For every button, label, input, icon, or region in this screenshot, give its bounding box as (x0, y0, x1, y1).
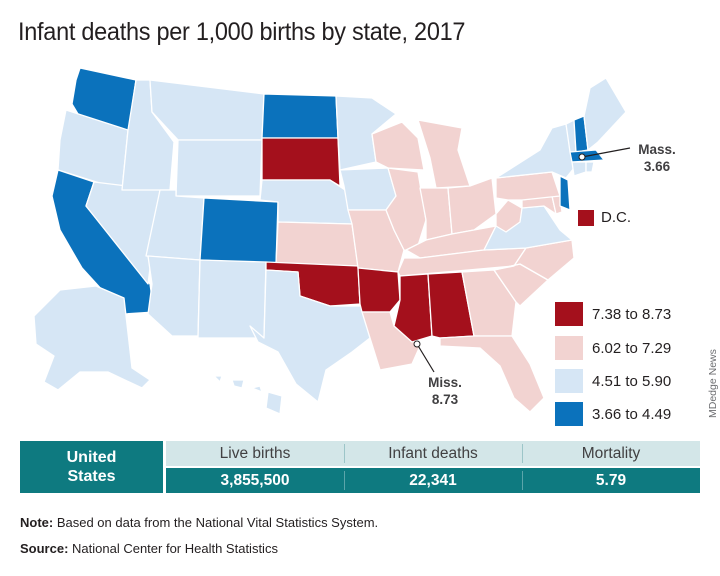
state-montana (149, 79, 265, 141)
legend-label-lowest: 3.66 to 4.49 (592, 405, 672, 423)
state-louisiana (361, 311, 421, 371)
legend-swatch-highest (555, 302, 583, 326)
header-live-births: Live births (219, 445, 291, 462)
mass-callout-line (581, 147, 631, 158)
state-connecticut (571, 161, 587, 177)
mass-callout: Mass. 3.66 (630, 141, 684, 175)
miss-callout-value: 8.73 (431, 392, 459, 407)
state-arizona (147, 255, 201, 337)
legend-label-highest: 7.38 to 8.73 (592, 305, 672, 323)
source-line: Source: National Center for Health Stati… (20, 541, 278, 556)
value-live-births: 3,855,500 (220, 472, 290, 489)
legend-label-high: 6.02 to 7.29 (592, 339, 672, 357)
miss-callout-dot (413, 340, 421, 348)
value-divider (344, 471, 345, 490)
state-wisconsin (371, 121, 425, 171)
legend-label-low: 4.51 to 5.90 (592, 372, 672, 390)
state-arkansas (357, 267, 401, 313)
miss-callout: Miss. 8.73 (424, 374, 466, 408)
state-mississippi (393, 273, 433, 343)
value-divider (522, 471, 523, 490)
table-row-label: United States (20, 441, 163, 493)
value-infant-deaths: 22,341 (409, 472, 457, 489)
legend-item-low: 4.51 to 5.90 (555, 369, 671, 393)
legend-swatch-lowest (555, 402, 583, 426)
state-wyoming (175, 139, 263, 197)
header-mortality: Mortality (581, 445, 641, 462)
us-summary-table: United States Live births Infant deaths … (20, 441, 700, 493)
dc-legend-item: D.C. (578, 209, 631, 226)
miss-callout-name: Miss. (428, 375, 462, 390)
table-header-row: Live births Infant deaths Mortality (166, 441, 700, 466)
state-north-dakota (261, 93, 339, 139)
legend-item-high: 6.02 to 7.29 (555, 336, 671, 360)
state-iowa (339, 167, 397, 211)
state-michigan (417, 119, 471, 189)
state-new-mexico (197, 259, 267, 339)
state-florida (439, 335, 545, 413)
legend-swatch-low (555, 369, 583, 393)
page-title: Infant deaths per 1,000 births by state,… (18, 18, 466, 46)
dc-swatch (578, 209, 594, 226)
mass-callout-dot (578, 153, 586, 161)
credit-label: MDedge News (707, 349, 719, 418)
value-mortality: 5.79 (595, 472, 627, 489)
dc-label: D.C. (601, 209, 631, 226)
mass-callout-value: 3.66 (643, 159, 671, 174)
source-text: National Center for Health Statistics (68, 541, 278, 556)
table-row-label-line1: United (66, 449, 117, 466)
state-rhode-island (585, 161, 595, 173)
state-maine (583, 77, 627, 151)
state-south-dakota (261, 137, 341, 187)
state-texas (249, 269, 371, 403)
header-infant-deaths: Infant deaths (388, 445, 478, 462)
state-hawaii (213, 375, 283, 415)
note-label: Note: (20, 515, 54, 530)
state-kansas (275, 221, 359, 267)
note-line: Note: Based on data from the National Vi… (20, 515, 378, 530)
note-text: Based on data from the National Vital St… (53, 515, 379, 530)
state-new-jersey (559, 175, 571, 211)
table-row-label-line2: States (67, 468, 116, 485)
legend-item-highest: 7.38 to 8.73 (555, 302, 671, 326)
state-georgia (461, 269, 517, 337)
us-choropleth-map (33, 67, 631, 415)
state-indiana (419, 187, 453, 241)
table-value-row: 3,855,500 22,341 5.79 (166, 468, 700, 493)
legend-item-lowest: 3.66 to 4.49 (555, 402, 671, 426)
state-alaska (33, 285, 151, 391)
state-new-york (495, 123, 575, 179)
mass-callout-name: Mass. (638, 142, 676, 157)
state-colorado (199, 197, 279, 265)
header-divider (522, 444, 523, 463)
source-label: Source: (20, 541, 69, 556)
legend-swatch-high (555, 336, 583, 360)
header-divider (344, 444, 345, 463)
miss-callout-line (416, 343, 435, 373)
